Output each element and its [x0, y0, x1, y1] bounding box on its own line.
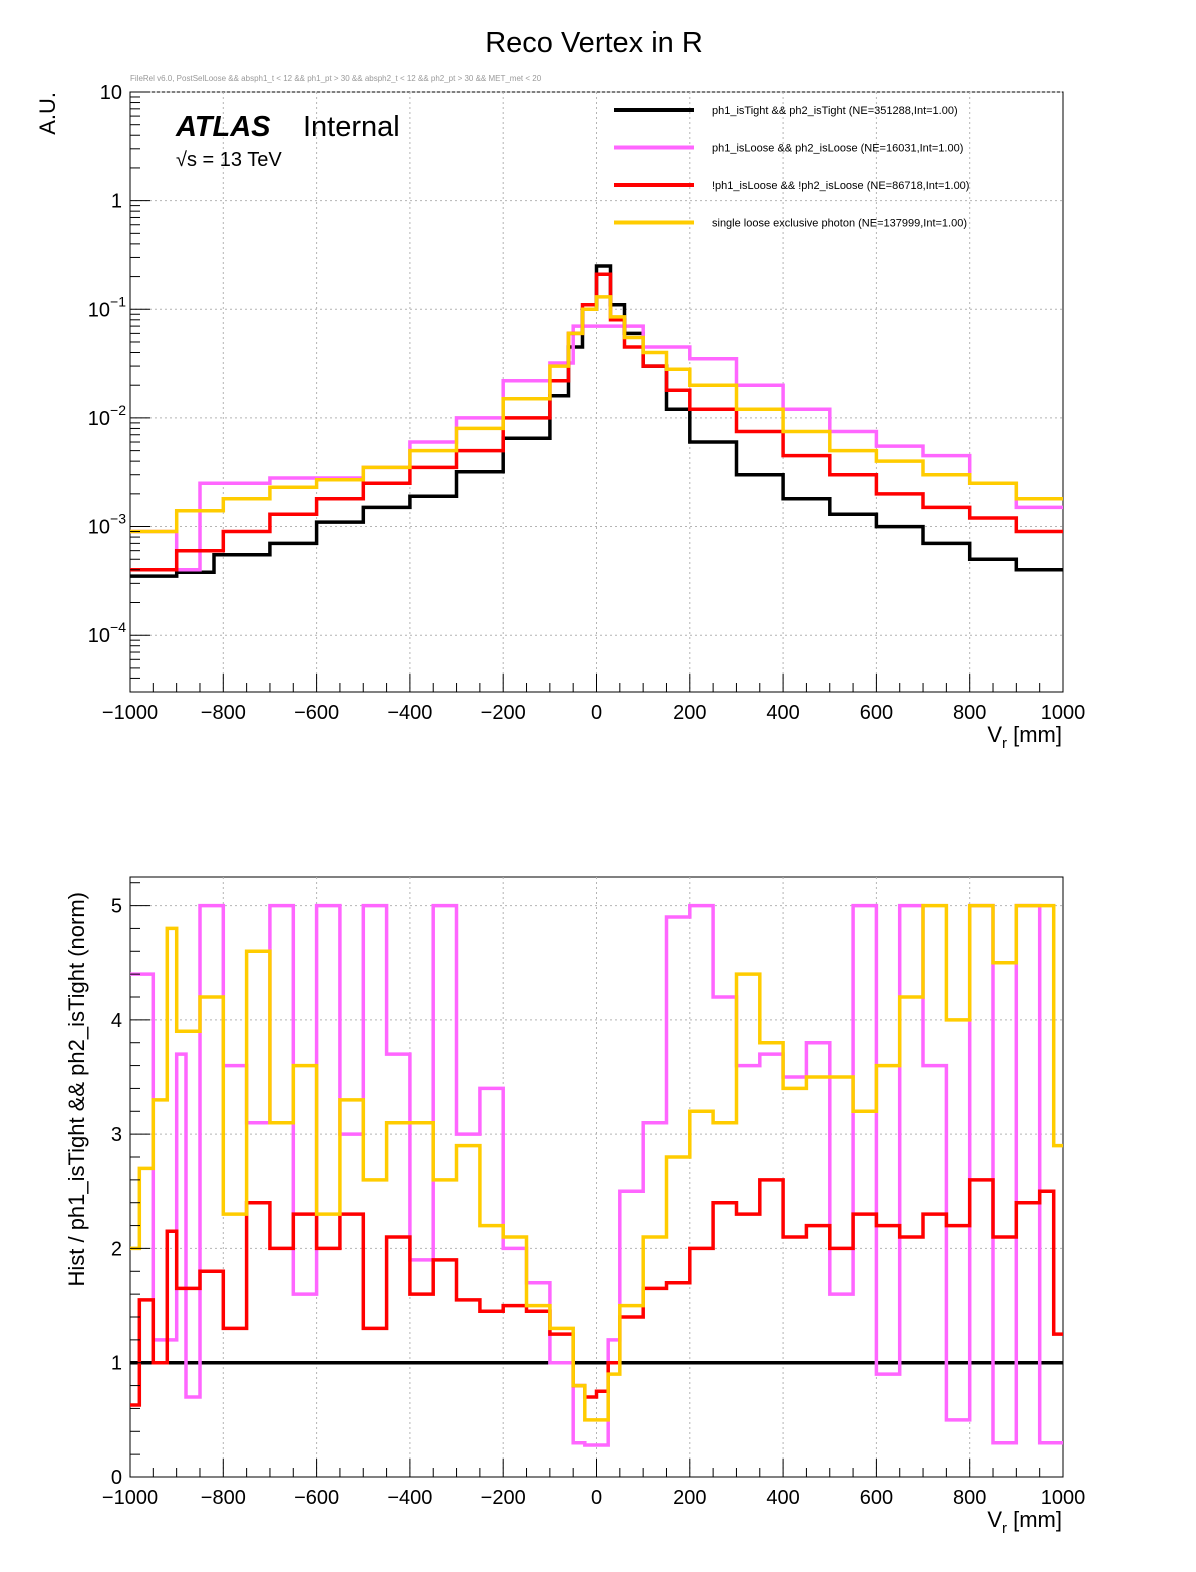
top-x-tick-label: −200	[481, 702, 526, 724]
legend-entry-tight: ph1_isTight && ph2_isTight (NE=351288,In…	[712, 105, 958, 117]
legend-entry-loose: ph1_isLoose && ph2_isLoose (NE=16031,Int…	[712, 143, 963, 155]
top-x-axis-label: Vr [mm]	[987, 722, 1062, 752]
top-series-group	[130, 264, 1063, 578]
top-y-tick-label: 10−2	[88, 402, 126, 430]
bottom-y-tick-label: 5	[111, 896, 122, 918]
top-x-tick-label: −400	[387, 702, 432, 724]
bottom-x-tick-label: 800	[953, 1487, 986, 1509]
top-y-axis-label: A.U.	[35, 92, 60, 135]
top-series-tight	[130, 264, 1063, 578]
top-x-tick-label: 200	[673, 702, 706, 724]
bottom-x-axis-label: Vr [mm]	[987, 1507, 1062, 1537]
legend: ph1_isTight && ph2_isTight (NE=351288,In…	[614, 105, 969, 230]
bottom-plot-panel: −1000 −800 −600 −400 −200 0 200 400 600 800 1000 0…	[64, 876, 1085, 1537]
bottom-x-tick-label: −200	[481, 1487, 526, 1509]
bottom-x-tick-label: −1000	[102, 1487, 158, 1509]
top-x-tick-label: −800	[201, 702, 246, 724]
top-y-tick-label: 10	[100, 82, 122, 104]
top-axis-ticks	[129, 91, 1064, 693]
bottom-series-loose	[130, 903, 1063, 1447]
energy-label: √s = 13 TeV	[176, 149, 282, 171]
top-x-tick-label: 600	[860, 702, 893, 724]
bottom-x-tick-label: −400	[387, 1487, 432, 1509]
bottom-series-group	[130, 903, 1063, 1447]
bottom-y-tick-label: 4	[111, 1010, 122, 1032]
top-x-tick-label: −600	[294, 702, 339, 724]
top-series-loose	[130, 324, 1063, 572]
top-y-tick-label: 10−3	[88, 511, 126, 539]
top-y-tick-label: 10−1	[88, 293, 126, 321]
selection-note: FileRel v6.0, PostSelLoose && absph1_t <…	[130, 74, 542, 83]
bottom-x-tick-label: −600	[294, 1487, 339, 1509]
top-x-tick-labels: −1000 −800 −600 −400 −200 0 200 400 600 800 1000	[102, 702, 1085, 724]
bottom-axis-ticks	[129, 882, 1064, 1478]
top-series-single	[130, 295, 1063, 534]
top-x-tick-label: −1000	[102, 702, 158, 724]
top-series-notloose	[130, 272, 1063, 572]
bottom-y-tick-labels: 0 1 2 3 4 5	[111, 896, 122, 1489]
top-y-tick-label: 10−4	[88, 619, 126, 647]
bottom-x-tick-label: 600	[860, 1487, 893, 1509]
bottom-series-notloose	[130, 1178, 1063, 1407]
bottom-y-tick-label: 1	[111, 1353, 122, 1375]
bottom-y-tick-label: 0	[111, 1467, 122, 1489]
top-plot-panel: −1000 −800 −600 −400 −200 0 200 400 600 800 1000 1…	[35, 82, 1085, 752]
atlas-label: ATLAS	[175, 111, 271, 143]
top-x-tick-label: 0	[591, 702, 602, 724]
top-x-tick-label: 400	[766, 702, 799, 724]
bottom-x-tick-label: 400	[766, 1487, 799, 1509]
bottom-x-tick-label: 0	[591, 1487, 602, 1509]
top-y-tick-label: 1	[111, 191, 122, 213]
legend-entry-notloose: !ph1_isLoose && !ph2_isLoose (NE=86718,I…	[712, 180, 969, 192]
bottom-x-tick-label: 200	[673, 1487, 706, 1509]
bottom-y-tick-label: 3	[111, 1124, 122, 1146]
atlas-status: Internal	[303, 111, 400, 143]
top-y-tick-labels: 10−4 10−3 10−2 10−1 1 10	[88, 82, 126, 647]
top-x-tick-label: 1000	[1041, 702, 1086, 724]
bottom-y-axis-label: Hist / ph1_isTight && ph2_isTight (norm)	[64, 892, 89, 1287]
legend-entry-single: single loose exclusive photon (NE=137999…	[712, 218, 967, 230]
chart-title: Reco Vertex in R	[485, 27, 703, 59]
bottom-x-tick-labels: −1000 −800 −600 −400 −200 0 200 400 600 800 1000	[102, 1487, 1085, 1509]
bottom-x-tick-label: −800	[201, 1487, 246, 1509]
top-x-tick-label: 800	[953, 702, 986, 724]
bottom-x-tick-label: 1000	[1041, 1487, 1086, 1509]
bottom-series-single	[130, 903, 1063, 1422]
bottom-y-tick-label: 2	[111, 1238, 122, 1260]
